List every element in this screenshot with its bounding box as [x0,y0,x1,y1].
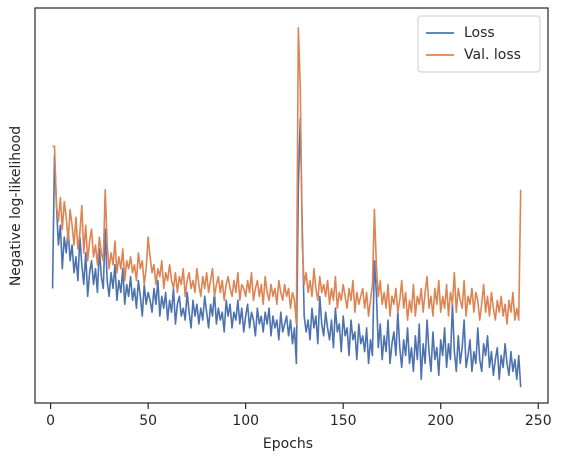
x-axis-label: Epochs [263,436,313,452]
legend-label: Loss [464,25,495,41]
x-tick-label: 250 [525,413,552,429]
x-tick-label: 200 [427,413,454,429]
x-tick-label: 50 [139,413,157,429]
y-axis-label: Negative log-likelihood [8,126,24,286]
data-line [52,26,522,325]
axes-frame [34,7,549,404]
x-tick-label: 100 [232,413,259,429]
x-tick-label: 0 [46,413,55,429]
data-line [51,117,522,388]
x-tick-label: 150 [330,413,357,429]
legend-label: Val. loss [464,47,521,63]
legend-box [417,15,541,73]
